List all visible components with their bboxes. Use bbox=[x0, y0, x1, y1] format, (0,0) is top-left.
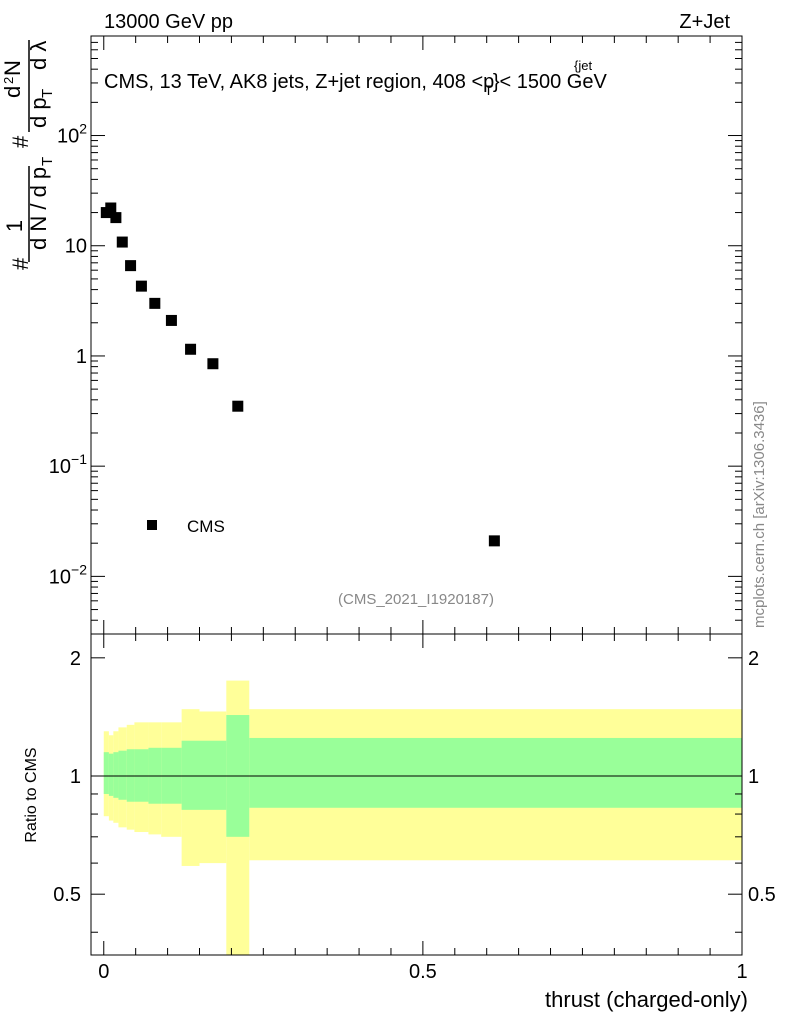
ratio-ytick-label-right: 2 bbox=[748, 648, 759, 670]
ratio-band-inner bbox=[113, 752, 119, 798]
chart-title-sup: {jet bbox=[574, 58, 592, 73]
ratio-band-inner bbox=[249, 737, 742, 808]
ratio-xticks: 0 0.5 1 bbox=[98, 634, 748, 983]
data-point bbox=[105, 202, 117, 214]
main-ytick-label: 102 bbox=[57, 121, 87, 148]
ratio-xtick-label: 0 bbox=[98, 961, 109, 983]
main-ytick-label-exp: −1 bbox=[71, 451, 87, 467]
ratio-ytick-label-left: 1 bbox=[70, 766, 81, 788]
header-right: Z+Jet bbox=[679, 11, 730, 33]
main-frame bbox=[90, 35, 743, 635]
data-point bbox=[149, 297, 161, 309]
main-ytick-label-base: 10 bbox=[49, 566, 71, 588]
main-points bbox=[100, 202, 500, 547]
main-ylabel-sup2: 2 bbox=[1, 77, 16, 84]
ratio-bands bbox=[103, 680, 742, 955]
main-ylabel: # 1 d N / d p T # d p T d 2 N d λ bbox=[0, 40, 56, 270]
side-label: mcplots.cern.ch [arXiv:1306.3436] bbox=[751, 401, 768, 628]
ratio-panel: 0.5 0.51 12 2 0 0.5 1 Ratio to CMS thrust (ch… bbox=[23, 633, 776, 1012]
main-ylabel-T2: T bbox=[39, 89, 56, 98]
main-ylabel-T1: T bbox=[39, 157, 56, 166]
ratio-band-inner bbox=[103, 752, 109, 794]
ratio-ylabel: Ratio to CMS bbox=[23, 747, 40, 842]
data-point bbox=[488, 535, 500, 547]
main-ytick-label-base: 10 bbox=[57, 126, 79, 148]
ratio-ytick-label-left: 2 bbox=[70, 648, 81, 670]
main-ylabel-dlambda: d λ bbox=[26, 41, 51, 70]
legend-marker bbox=[147, 520, 157, 530]
data-point bbox=[116, 236, 128, 248]
main-ylabel-dndpt: d N / d p bbox=[26, 167, 51, 250]
chart-title-sub: T bbox=[484, 82, 493, 98]
data-point bbox=[110, 212, 122, 224]
ratio-xtick-label: 1 bbox=[736, 961, 747, 983]
main-ytick-label-base: 10 bbox=[49, 456, 71, 478]
ratio-band-inner bbox=[108, 753, 114, 796]
ratio-ytick-label-left: 0.5 bbox=[53, 884, 81, 906]
ratio-band-inner bbox=[126, 749, 135, 802]
data-point bbox=[165, 314, 177, 326]
analysis-id: (CMS_2021_I1920187) bbox=[338, 591, 494, 608]
main-ylabel-N: N bbox=[0, 60, 25, 76]
ratio-ytick-label-right: 0.5 bbox=[748, 884, 776, 906]
ratio-band-inner bbox=[134, 749, 149, 802]
data-point bbox=[185, 343, 197, 355]
main-ytick-label: 10 bbox=[65, 236, 87, 258]
ratio-frame bbox=[90, 633, 743, 956]
data-point bbox=[135, 280, 147, 292]
ratio-ytick-label-right: 1 bbox=[748, 766, 759, 788]
chart-title-main: CMS, 13 TeV, AK8 jets, Z+jet region, 408… bbox=[104, 71, 494, 93]
main-ylabel-d2: d bbox=[0, 86, 25, 98]
main-ylabel-hash2: # bbox=[8, 135, 33, 148]
data-point bbox=[207, 358, 219, 370]
ratio-band-inner bbox=[199, 740, 227, 810]
header-left: 13000 GeV pp bbox=[104, 11, 233, 33]
main-ytick-label: 1 bbox=[76, 346, 87, 368]
data-point bbox=[125, 260, 137, 272]
main-ytick-label: 10−1 bbox=[49, 451, 87, 478]
main-xticks bbox=[103, 36, 743, 634]
data-point bbox=[232, 400, 244, 412]
main-ytick-label-base: 10 bbox=[65, 236, 87, 258]
main-ylabel-dpt: d p bbox=[26, 97, 51, 128]
ratio-xtick-label: 0.5 bbox=[409, 961, 437, 983]
legend-label: CMS bbox=[187, 517, 225, 536]
main-ytick-label-exp: 2 bbox=[79, 121, 87, 137]
x-axis-label: thrust (charged-only) bbox=[545, 987, 748, 1012]
ratio-yticks: 0.5 0.5 1 1 2 2 bbox=[53, 648, 776, 933]
main-ylabel-hash1: # bbox=[8, 257, 33, 270]
main-ytick-label: 10−2 bbox=[49, 561, 87, 588]
main-ylabel-one: 1 bbox=[2, 220, 27, 232]
main-ytick-label-base: 1 bbox=[76, 346, 87, 368]
chart-title: CMS, 13 TeV, AK8 jets, Z+jet region, 408… bbox=[104, 71, 607, 98]
ratio-band-inner bbox=[181, 740, 200, 810]
main-ytick-label-exp: −2 bbox=[71, 561, 87, 577]
ratio-band-inner bbox=[118, 750, 127, 800]
chart-title-end: }< 1500 GeV bbox=[493, 71, 608, 93]
